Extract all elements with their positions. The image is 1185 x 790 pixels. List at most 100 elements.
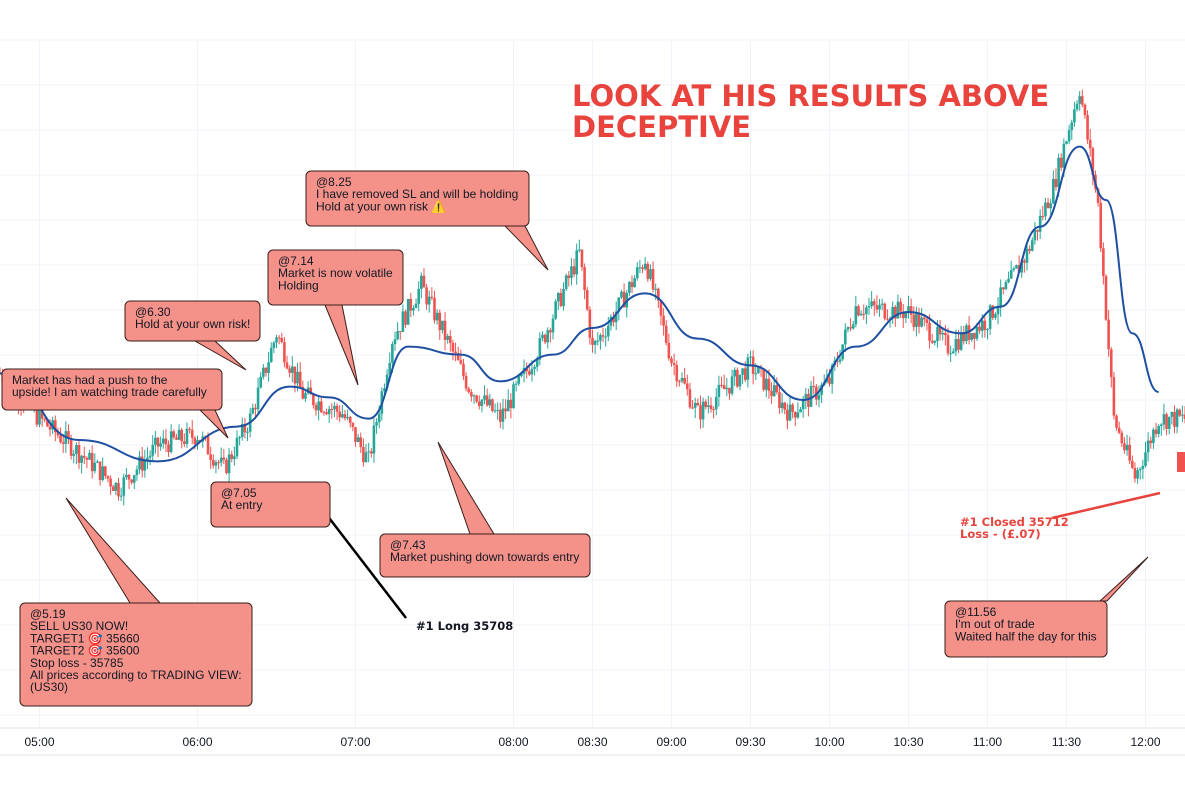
candle-body [654, 288, 657, 290]
candle-body [680, 378, 684, 382]
candle-body [283, 342, 286, 363]
callout-text-line: All prices according to TRADING VIEW: [30, 668, 242, 682]
candle-body [901, 311, 905, 319]
candle-body [212, 459, 215, 466]
candle-body [562, 288, 565, 307]
candle-body [859, 313, 863, 316]
candle-body [867, 306, 871, 308]
candle-body [80, 455, 83, 463]
moving-average-line [0, 145, 1160, 463]
candle-body [183, 441, 186, 444]
candle-body [596, 340, 600, 342]
candle-body [251, 407, 255, 414]
candle-body [317, 401, 320, 411]
candle-body [1081, 96, 1084, 105]
candle-body [936, 327, 939, 342]
candle-body [341, 414, 344, 418]
trade-lines [322, 452, 1185, 619]
callout-box [1, 368, 223, 411]
candle-body [85, 457, 89, 460]
candle-body [501, 408, 505, 422]
candle-body [870, 301, 873, 307]
candle-body [175, 437, 178, 440]
candle-body [807, 393, 810, 407]
candle-body [404, 311, 407, 325]
candle-body [875, 305, 879, 310]
candle-body [949, 353, 952, 355]
candle-body [499, 409, 502, 422]
candle-body [1028, 248, 1031, 251]
candle-body [396, 331, 399, 340]
candle-body [1138, 468, 1142, 471]
candle-body [612, 316, 615, 323]
candle-body [96, 461, 99, 463]
candle-body [830, 365, 834, 384]
candle-body [820, 384, 823, 395]
candle-body [533, 366, 536, 369]
candle-body [862, 313, 866, 315]
candle-body [691, 407, 694, 409]
candle-body [333, 405, 336, 410]
candle-body [812, 386, 815, 388]
candle-body [138, 456, 141, 470]
candle-body [670, 358, 673, 364]
candle-body [388, 362, 392, 375]
candle-body [470, 392, 473, 397]
callout-tail [503, 225, 549, 271]
candle-body [649, 269, 652, 279]
candle-body [93, 462, 97, 472]
candle-body [1117, 427, 1121, 433]
candle-body [883, 303, 887, 319]
candle-body [346, 416, 349, 419]
x-tick-label: 09:30 [735, 735, 765, 749]
candle-body [925, 319, 929, 323]
callout-text-line: @7.05 [221, 486, 257, 500]
callout-text-line: Waited half the day for this [955, 629, 1097, 643]
candle-body [1049, 203, 1052, 209]
candle-body [933, 341, 937, 343]
candle-body [938, 327, 942, 335]
candle-body [1183, 414, 1185, 419]
candle-body [1152, 429, 1155, 444]
candle-body [886, 318, 889, 320]
candle-body [417, 288, 420, 304]
candle-body [693, 402, 697, 408]
candle-body [330, 408, 334, 410]
candle-body [528, 371, 531, 375]
callout-text-line: I'm out of trade [955, 617, 1035, 631]
candle-body [667, 342, 671, 359]
candle-body [54, 420, 57, 433]
candle-body [425, 287, 428, 305]
candle-body [433, 297, 436, 321]
candle-body [348, 416, 352, 423]
candle-body [151, 444, 155, 456]
candle-body [77, 445, 81, 463]
candle-body [954, 338, 958, 352]
candle-body [778, 392, 781, 409]
candle-body [793, 411, 797, 418]
candle-body [996, 306, 1000, 315]
candle-body [738, 374, 742, 387]
candle-body [143, 459, 147, 471]
callout-text-line: TARGET1 🎯 35660 [30, 631, 140, 645]
candle-body [59, 435, 62, 443]
x-tick-label: 06:00 [182, 735, 212, 749]
candle-body [1086, 115, 1089, 140]
candle-body [1149, 440, 1153, 444]
candle-body [370, 451, 373, 454]
candle-body [678, 381, 681, 383]
candle-body [412, 308, 415, 311]
candle-body [312, 394, 315, 406]
candle-body [1067, 130, 1071, 142]
candle-body [406, 298, 410, 325]
candle-body [262, 367, 265, 377]
candle-body [664, 325, 668, 343]
candle-body [1175, 409, 1179, 427]
candle-body [672, 363, 676, 366]
candle-body [770, 390, 773, 397]
candle-body [704, 401, 708, 408]
candle-body [264, 367, 268, 373]
candle-body [1160, 424, 1163, 426]
candle-body [896, 301, 900, 319]
